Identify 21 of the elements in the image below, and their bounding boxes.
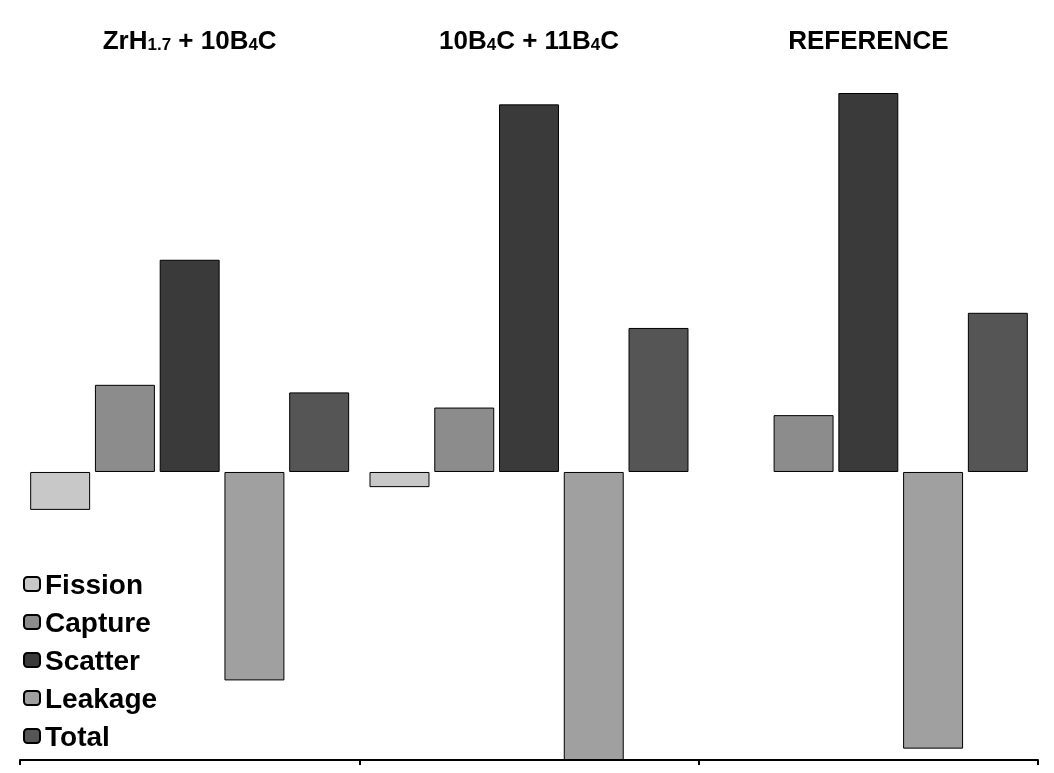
legend-label: Scatter	[45, 644, 141, 676]
bar	[773, 415, 834, 472]
bar	[224, 471, 285, 681]
bar	[499, 104, 559, 472]
bar	[434, 407, 495, 472]
legend-label: Fission	[45, 568, 144, 600]
bar	[628, 327, 689, 472]
bar	[94, 384, 155, 472]
x-tick-label: ZrH1.7 + 10B4C	[102, 25, 277, 55]
bar	[369, 471, 430, 488]
bar	[838, 93, 899, 472]
bar	[967, 312, 1028, 472]
bar	[289, 392, 350, 472]
legend-label: Capture	[45, 606, 151, 638]
legend-label: Leakage	[45, 682, 158, 714]
x-tick-label: 10B4C + 11B4C	[438, 25, 620, 55]
legend-label: Total	[45, 720, 110, 752]
x-tick-label: REFERENCE	[788, 25, 949, 55]
bar	[30, 471, 91, 510]
bar	[159, 259, 220, 472]
bar	[903, 471, 964, 749]
